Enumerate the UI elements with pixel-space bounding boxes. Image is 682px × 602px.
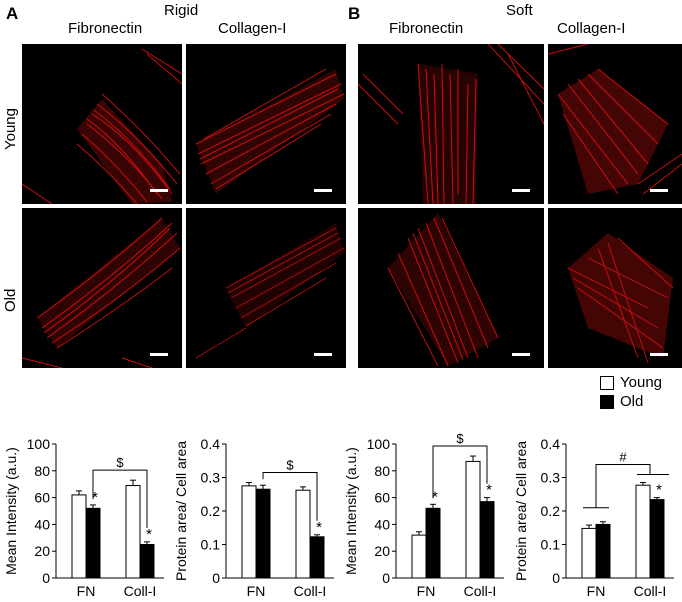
y-tick-label: 40 xyxy=(374,516,390,532)
bar-coll-i-old xyxy=(309,536,325,579)
significance-star: * xyxy=(146,526,152,543)
y-axis-label: Protein area/ Cell area xyxy=(513,441,529,581)
y-axis-label: Protein area/ Cell area xyxy=(173,441,189,581)
bar-fn-old xyxy=(255,488,271,579)
y-tick-label: 60 xyxy=(374,490,390,506)
x-tick-label: FN xyxy=(417,583,436,599)
y-tick-label: 100 xyxy=(367,436,391,452)
scale-bar xyxy=(650,353,668,356)
micrograph-rigid-coll-young xyxy=(186,44,346,204)
y-tick-label: 40 xyxy=(34,516,50,532)
scale-bar xyxy=(314,353,332,356)
x-tick-label: Coll-I xyxy=(464,583,497,599)
scale-bar xyxy=(314,189,332,192)
bar-coll-i-young xyxy=(465,460,481,579)
chart-soft-area: 0 0.1 0.2 0.3 0.4 Protein area/ Cell area FN Co… xyxy=(513,436,674,599)
panel-b-col1-label: Fibronectin xyxy=(389,20,464,37)
row-label-old: Old xyxy=(2,288,19,312)
bar-fn-old xyxy=(425,507,441,579)
y-tick-label: 0 xyxy=(552,570,560,586)
x-tick-label: FN xyxy=(77,583,96,599)
bar-coll-i-old xyxy=(139,544,155,579)
significance-star: * xyxy=(92,489,98,506)
micrograph-soft-fn-young xyxy=(358,44,544,204)
panel-b-col2-label: Collagen-I xyxy=(557,20,626,37)
comparison-bracket xyxy=(262,472,318,521)
comparison-bracket xyxy=(92,469,148,528)
chart-rigid-intensity: 0 20 40 60 80 100 Mean Intensity (a.u.) FN Coll-… xyxy=(3,436,164,599)
bracket-label: $ xyxy=(116,455,124,470)
micrograph-rigid-fn-young xyxy=(22,44,182,204)
y-tick-label: 20 xyxy=(374,543,390,559)
bracket-label: $ xyxy=(286,458,294,473)
y-tick-label: 0.3 xyxy=(541,470,561,486)
x-tick-label: Coll-I xyxy=(124,583,157,599)
scale-bar xyxy=(650,189,668,192)
panel-b-letter: B xyxy=(348,4,361,23)
chart-rigid-area: 0 0.1 0.2 0.3 0.4 Protein area/ Cell area FN Co… xyxy=(173,436,334,599)
x-tick-label: Coll-I xyxy=(634,583,667,599)
y-tick-label: 0 xyxy=(212,570,220,586)
bar-coll-i-young xyxy=(295,489,311,579)
comparison-bracket xyxy=(595,464,651,508)
scale-bar xyxy=(512,189,530,192)
significance-star: * xyxy=(432,488,438,505)
micrograph-rigid-coll-old xyxy=(186,208,346,368)
y-tick-label: 0.4 xyxy=(541,436,561,452)
bracket-label: # xyxy=(619,450,627,465)
y-tick-label: 80 xyxy=(34,463,50,479)
comparison-bracket xyxy=(432,445,488,499)
bar-coll-i-young xyxy=(635,484,651,579)
bar-fn-young xyxy=(241,485,257,579)
y-tick-label: 0.1 xyxy=(541,537,561,553)
bar-fn-old xyxy=(85,507,101,579)
significance-star: * xyxy=(316,519,322,536)
panel-a-condition: Rigid xyxy=(164,2,199,19)
micrograph-rigid-fn-old xyxy=(22,208,182,368)
y-tick-label: 0.3 xyxy=(201,470,221,486)
y-tick-label: 0 xyxy=(382,570,390,586)
bar-coll-i-old xyxy=(649,499,665,579)
panel-a-col2-label: Collagen-I xyxy=(218,20,287,37)
legend-swatch-young xyxy=(600,376,614,390)
bracket-label: $ xyxy=(456,431,464,446)
bar-fn-young xyxy=(581,527,597,579)
legend-label-old: Old xyxy=(620,393,644,410)
row-label-young: Young xyxy=(2,108,19,150)
y-tick-label: 0.2 xyxy=(201,503,221,519)
panel-b-condition: Soft xyxy=(506,2,533,19)
micrograph-soft-fn-old xyxy=(358,208,544,368)
x-tick-label: Coll-I xyxy=(294,583,327,599)
y-tick-label: 0.2 xyxy=(541,503,561,519)
y-tick-label: 80 xyxy=(374,463,390,479)
legend-swatch-old xyxy=(600,395,614,409)
x-tick-label: FN xyxy=(587,583,606,599)
bar-coll-i-old xyxy=(479,501,495,579)
significance-star: * xyxy=(656,482,662,499)
bar-fn-young xyxy=(71,494,87,579)
y-axis-label: Mean Intensity (a.u.) xyxy=(3,447,19,575)
y-tick-label: 100 xyxy=(27,436,51,452)
y-axis-label: Mean Intensity (a.u.) xyxy=(343,447,359,575)
y-tick-label: 20 xyxy=(34,543,50,559)
scale-bar xyxy=(150,189,168,192)
bar-coll-i-young xyxy=(125,485,141,579)
scale-bar xyxy=(150,353,168,356)
legend-label-young: Young xyxy=(620,374,662,391)
micrograph-soft-coll-young xyxy=(548,44,682,204)
bar-fn-old xyxy=(595,523,611,579)
x-tick-label: FN xyxy=(247,583,266,599)
panel-a-col1-label: Fibronectin xyxy=(68,20,143,37)
y-tick-label: 0.4 xyxy=(201,436,221,452)
chart-soft-intensity: 0 20 40 60 80 100 Mean Intensity (a.u.) FN Coll-… xyxy=(343,431,504,599)
significance-star: * xyxy=(486,482,492,499)
y-tick-label: 0 xyxy=(42,570,50,586)
scale-bar xyxy=(512,353,530,356)
micrograph-soft-coll-old xyxy=(548,208,682,368)
y-tick-label: 0.1 xyxy=(201,537,221,553)
bar-fn-young xyxy=(411,534,427,579)
y-tick-label: 60 xyxy=(34,490,50,506)
panel-a-letter: A xyxy=(6,4,19,23)
